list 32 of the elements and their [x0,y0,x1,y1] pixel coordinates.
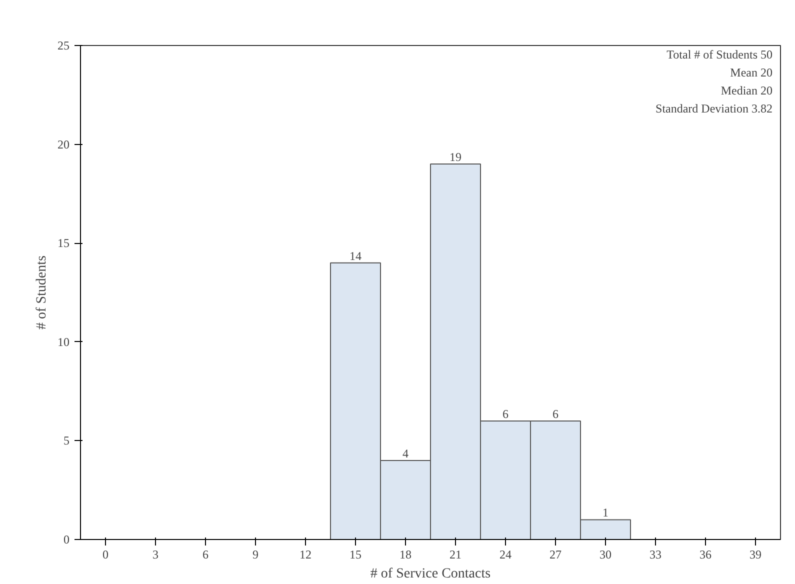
x-tick-label: 24 [500,548,512,562]
annotation: Mean 20 [730,66,773,80]
x-tick-label: 36 [700,548,712,562]
y-tick-label: 5 [64,434,70,448]
x-tick-label: 12 [300,548,312,562]
annotation: Total # of Students 50 [666,48,773,62]
data-label: 4 [402,446,408,460]
x-tick-label: 15 [350,548,362,562]
x-tick-label: 33 [650,548,662,562]
y-tick-label: 20 [58,137,70,152]
data-label: 1 [602,506,608,520]
y-tick-label: 15 [58,236,70,250]
data-label: 19 [450,150,462,164]
data-label: 14 [350,248,362,263]
data-label: 6 [502,406,508,421]
x-tick-label: 21 [450,548,462,562]
annotation: Median 20 [720,84,772,98]
x-tick-label: 0 [102,548,108,562]
annotation: Standard Deviation 3.82 [656,102,773,116]
x-axis-title: # of Service Contacts [370,566,491,582]
y-tick-label: 10 [58,334,70,349]
x-tick-label: 9 [252,548,258,562]
x-tick-label: 30 [600,548,612,562]
y-tick-label: 0 [64,532,70,546]
x-tick-label: 39 [750,548,762,562]
x-tick-label: 18 [400,548,412,562]
x-tick-label: 6 [202,548,208,562]
x-tick-label: 3 [152,548,158,562]
y-axis-title: # of Students [34,256,50,330]
data-label: 6 [552,406,558,421]
x-tick-label: 27 [550,548,562,562]
y-tick-label: 25 [58,38,70,52]
